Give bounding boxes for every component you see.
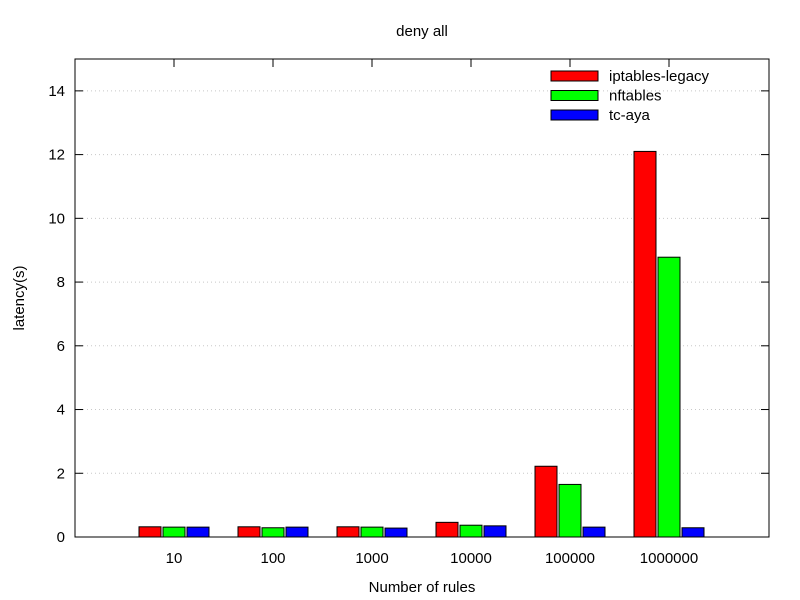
bar-iptables-legacy-10000 bbox=[435, 521, 459, 538]
bar-iptables-legacy-10 bbox=[138, 526, 162, 538]
x-tick-label: 10 bbox=[166, 550, 183, 567]
x-axis-label: Number of rules bbox=[369, 579, 476, 596]
bar-nftables-100000 bbox=[558, 483, 582, 538]
bar-iptables-legacy-100000 bbox=[534, 465, 558, 538]
bar-iptables-legacy-100 bbox=[237, 526, 261, 538]
legend: iptables-legacy nftables tc-aya bbox=[550, 68, 710, 124]
bar-tc-aya-100000 bbox=[582, 526, 606, 538]
bar-tc-aya-1000000 bbox=[681, 527, 705, 538]
bar-nftables-100 bbox=[261, 527, 285, 538]
legend-label: nftables bbox=[609, 88, 662, 105]
bar-tc-aya-10 bbox=[186, 526, 210, 538]
y-axis-label: latency(s) bbox=[11, 265, 28, 330]
y-tick-label: 6 bbox=[57, 338, 65, 355]
x-tick-label: 100000 bbox=[545, 550, 595, 567]
y-tick-label: 4 bbox=[57, 402, 65, 419]
bar-nftables-10000 bbox=[459, 524, 483, 538]
legend-label: tc-aya bbox=[609, 107, 651, 124]
legend-swatch bbox=[550, 109, 599, 121]
legend-swatch bbox=[550, 70, 599, 82]
y-tick-label: 8 bbox=[57, 274, 65, 291]
x-tick-label: 1000000 bbox=[640, 550, 698, 567]
bars bbox=[138, 150, 705, 538]
bar-nftables-1000000 bbox=[657, 256, 681, 538]
y-tick-label: 2 bbox=[57, 465, 65, 482]
bar-iptables-legacy-1000 bbox=[336, 526, 360, 538]
x-axis: 10 100 1000 10000 100000 1000000 bbox=[166, 59, 698, 567]
x-tick-label: 100 bbox=[260, 550, 285, 567]
y-tick-label: 10 bbox=[48, 210, 65, 227]
y-tick-label: 14 bbox=[48, 83, 65, 100]
bar-tc-aya-100 bbox=[285, 526, 309, 538]
bar-tc-aya-1000 bbox=[384, 527, 408, 538]
y-tick-label: 12 bbox=[48, 147, 65, 164]
bar-nftables-1000 bbox=[360, 526, 384, 538]
chart-title: deny all bbox=[396, 23, 448, 40]
y-tick-label: 0 bbox=[57, 529, 65, 546]
legend-swatch bbox=[550, 90, 599, 101]
legend-label: iptables-legacy bbox=[609, 68, 710, 85]
bar-iptables-legacy-1000000 bbox=[633, 150, 657, 538]
plot-frame bbox=[74, 58, 770, 538]
x-tick-label: 1000 bbox=[355, 550, 388, 567]
y-axis: 0 2 4 6 8 10 12 14 bbox=[48, 83, 769, 546]
x-tick-label: 10000 bbox=[450, 550, 492, 567]
bar-tc-aya-10000 bbox=[483, 525, 507, 538]
bar-nftables-10 bbox=[162, 526, 186, 538]
